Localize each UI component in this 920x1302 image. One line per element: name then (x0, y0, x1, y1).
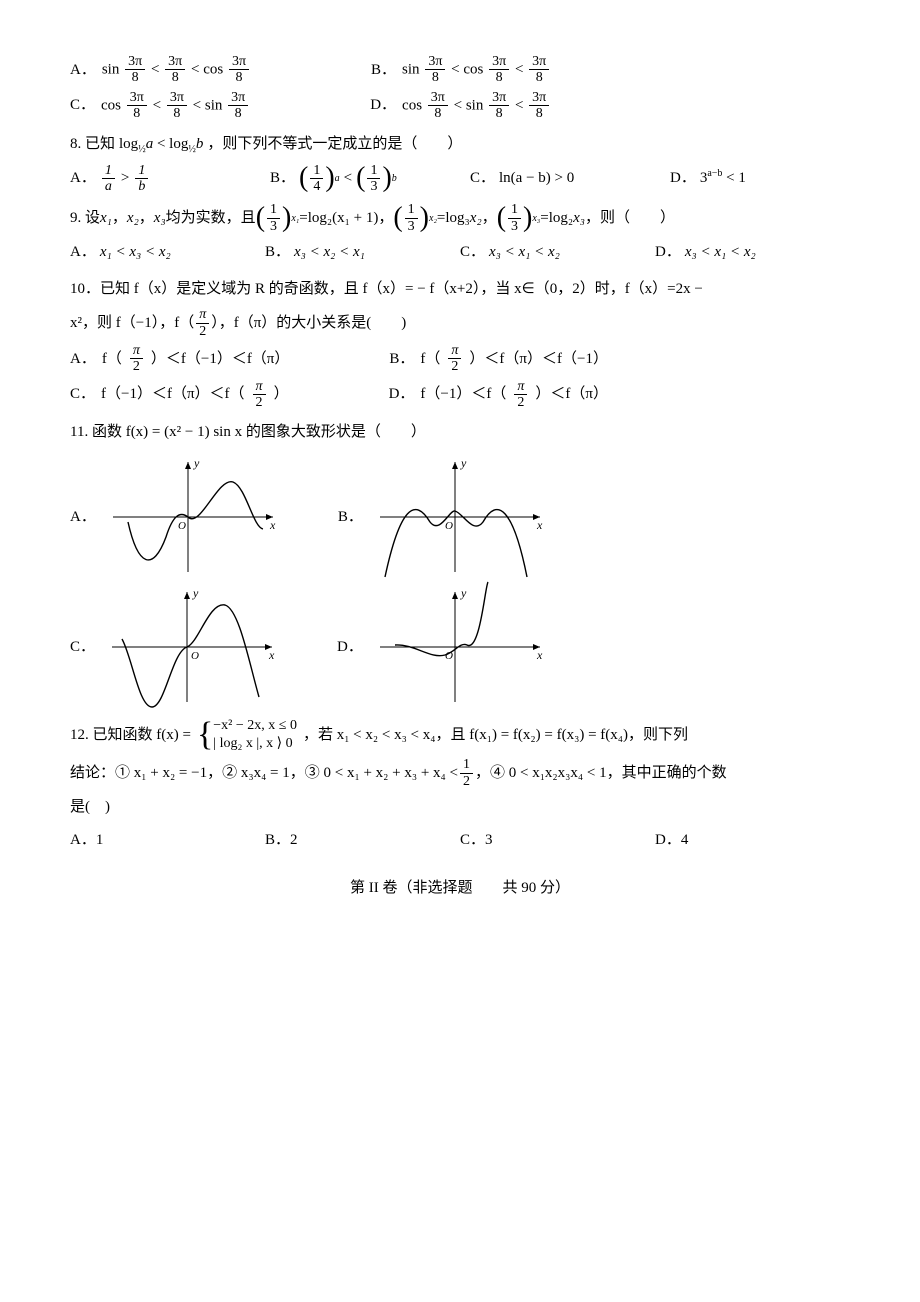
q10-stem-line2: x²，则 f（−1），f（ π2 ），f（π）的大小关系是( ) (70, 307, 850, 339)
svg-text:O: O (178, 520, 186, 532)
q10-stem-line1: 10．已知 f（x）是定义域为 R 的奇函数，且 f（x）= − f（x+2），… (70, 275, 850, 304)
opt-label: B． (371, 56, 396, 85)
piecewise: { −x² − 2x, x ≤ 0 | log₂ x |, x ⟩ 0 (197, 717, 297, 753)
q12-D: D．4 (655, 826, 850, 855)
q8-D: D． 3a−b < 1 (670, 164, 850, 193)
q10-B: B． f（ π2 ）＜f（π）＜f（−1） (389, 343, 608, 375)
svg-text:x: x (536, 518, 543, 532)
svg-text:y: y (192, 586, 199, 600)
q11-C: C． x y O (70, 587, 277, 707)
q11-B: B． x y O (338, 457, 545, 577)
q12-B: B．2 (265, 826, 460, 855)
graph-B: x y O (375, 457, 545, 577)
q7-C-expr: cos 3π8 < 3π8 < sin 3π8 (101, 90, 250, 122)
q7-B: B． sin 3π8 < cos 3π8 < 3π8 (371, 54, 551, 86)
q10-A: A． f（ π2 ）＜f（−1）＜f（π） (70, 343, 289, 375)
q11-A: A． x y O (70, 457, 278, 577)
q8-options: A． 1a > 1b B． (14)a < (13)b C． ln(a − b)… (70, 163, 850, 195)
q12-tail: 是( ) (70, 793, 850, 822)
q10-row1: A． f（ π2 ）＜f（−1）＜f（π） B． f（ π2 ）＜f（π）＜f（… (70, 343, 850, 375)
q7-C: C． cos 3π8 < 3π8 < sin 3π8 (70, 90, 250, 122)
q7-A-expr: sin 3π8 < 3π8 < cos 3π8 (102, 54, 251, 86)
q12-C: C．3 (460, 826, 655, 855)
q9-D: D．x₃ < x₁ < x₂ (655, 238, 850, 267)
svg-text:y: y (193, 456, 200, 470)
svg-text:x: x (536, 648, 543, 662)
q8-stem: 8. 已知 log½a < log½b ，则下列不等式一定成立的是（ ） (70, 130, 850, 159)
graph-A: x y O (108, 457, 278, 577)
section-footer: 第 II 卷（非选择题 共 90 分） (70, 874, 850, 903)
q7-D: D． cos 3π8 < sin 3π8 < 3π8 (370, 90, 551, 122)
q11-row2: C． x y O D． x y O (70, 587, 850, 707)
q10-D: D． f（−1）＜f（ π2 ）＜f（π） (389, 379, 608, 411)
opt-label: D． (370, 91, 396, 120)
q10-row2: C． f（−1）＜f（π）＜f（ π2 ） D． f（−1）＜f（ π2 ）＜f… (70, 379, 850, 411)
svg-text:y: y (460, 456, 467, 470)
q11-stem: 11. 函数 f(x) = (x² − 1) sin x 的图象大致形状是（ ） (70, 418, 850, 447)
q8-B: B． (14)a < (13)b (270, 163, 450, 195)
svg-text:O: O (191, 650, 199, 662)
graph-C: x y O (107, 587, 277, 707)
q12-concl: 结论：① x₁ + x₂ = −1，② x₃x₄ = 1，③ 0 < x₁ + … (70, 757, 850, 789)
q9-stem: 9. 设 x₁， x₂， x₃ 均为实数，且 (13)x₁ = log₂(x₁ … (70, 202, 850, 234)
q7-row2: C． cos 3π8 < 3π8 < sin 3π8 D． cos 3π8 < … (70, 90, 850, 122)
q8-C: C． ln(a − b) > 0 (470, 164, 650, 193)
q7-B-expr: sin 3π8 < cos 3π8 < 3π8 (402, 54, 551, 86)
svg-text:x: x (268, 648, 275, 662)
q9-C: C．x₃ < x₁ < x₂ (460, 238, 655, 267)
q12-options: A．1 B．2 C．3 D．4 (70, 826, 850, 855)
q11-row1: A． x y O B． x y O (70, 457, 850, 577)
opt-label: A． (70, 56, 96, 85)
q7-row1: A． sin 3π8 < 3π8 < cos 3π8 B． sin 3π8 < … (70, 54, 850, 86)
svg-text:x: x (269, 518, 276, 532)
q12-stem: 12. 已知函数 f(x) = { −x² − 2x, x ≤ 0 | log₂… (70, 717, 850, 753)
q7-A: A． sin 3π8 < 3π8 < cos 3π8 (70, 54, 251, 86)
q12-A: A．1 (70, 826, 265, 855)
svg-text:y: y (460, 586, 467, 600)
q10-C: C． f（−1）＜f（π）＜f（ π2 ） (70, 379, 289, 411)
q8-A: A． 1a > 1b (70, 163, 250, 195)
opt-label: C． (70, 91, 95, 120)
q7-D-expr: cos 3π8 < sin 3π8 < 3π8 (402, 90, 551, 122)
q9-options: A．x₁ < x₃ < x₂ B．x₃ < x₂ < x₁ C．x₃ < x₁ … (70, 238, 850, 267)
q11-D: D． x y O (337, 587, 545, 707)
q9-B: B．x₃ < x₂ < x₁ (265, 238, 460, 267)
graph-D: x y O (375, 587, 545, 707)
q9-A: A．x₁ < x₃ < x₂ (70, 238, 265, 267)
svg-text:O: O (445, 520, 453, 532)
